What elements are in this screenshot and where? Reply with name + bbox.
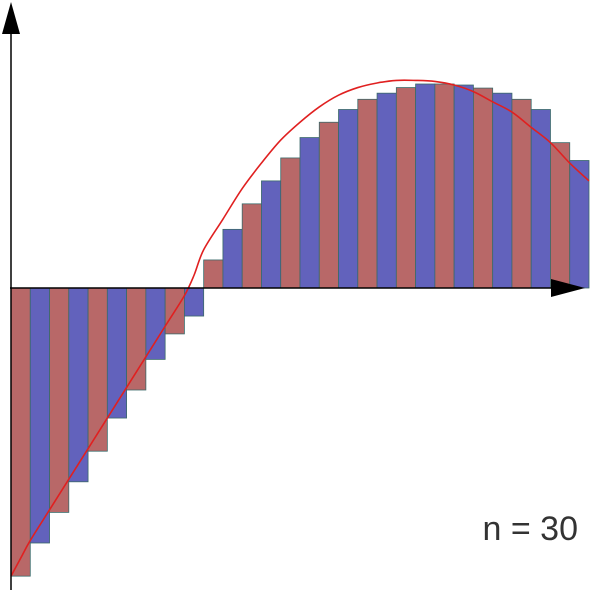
bar-26 — [492, 92, 513, 289]
bar-18 — [338, 109, 359, 289]
axes-group — [2, 2, 585, 590]
bar-5 — [87, 287, 108, 452]
bar-13 — [241, 203, 262, 289]
bar-28 — [530, 109, 551, 289]
bar-3 — [49, 287, 70, 513]
bar-25 — [472, 87, 494, 289]
bar-17 — [318, 121, 339, 289]
bar-7 — [126, 287, 147, 391]
bar-22 — [415, 83, 436, 289]
bar-8 — [145, 287, 166, 360]
bars-group — [10, 83, 590, 577]
x-axis-arrow — [551, 279, 585, 297]
bar-19 — [357, 98, 378, 289]
bar-30 — [569, 160, 590, 289]
y-axis-arrow — [2, 2, 20, 34]
function-curve — [10, 79, 590, 577]
bar-12 — [222, 228, 243, 289]
bar-23 — [434, 83, 455, 289]
bar-24 — [453, 84, 474, 289]
bar-1 — [10, 287, 31, 577]
bar-16 — [299, 137, 320, 289]
n-annotation: n = 30 — [483, 510, 578, 548]
bar-11 — [203, 259, 224, 289]
bar-15 — [280, 157, 301, 289]
bar-6 — [106, 287, 128, 419]
bar-21 — [395, 87, 416, 289]
bar-20 — [376, 92, 397, 289]
bar-29 — [550, 142, 571, 289]
bar-10 — [183, 287, 205, 317]
bar-27 — [511, 98, 532, 289]
bar-14 — [261, 180, 282, 289]
bar-2 — [29, 287, 50, 544]
